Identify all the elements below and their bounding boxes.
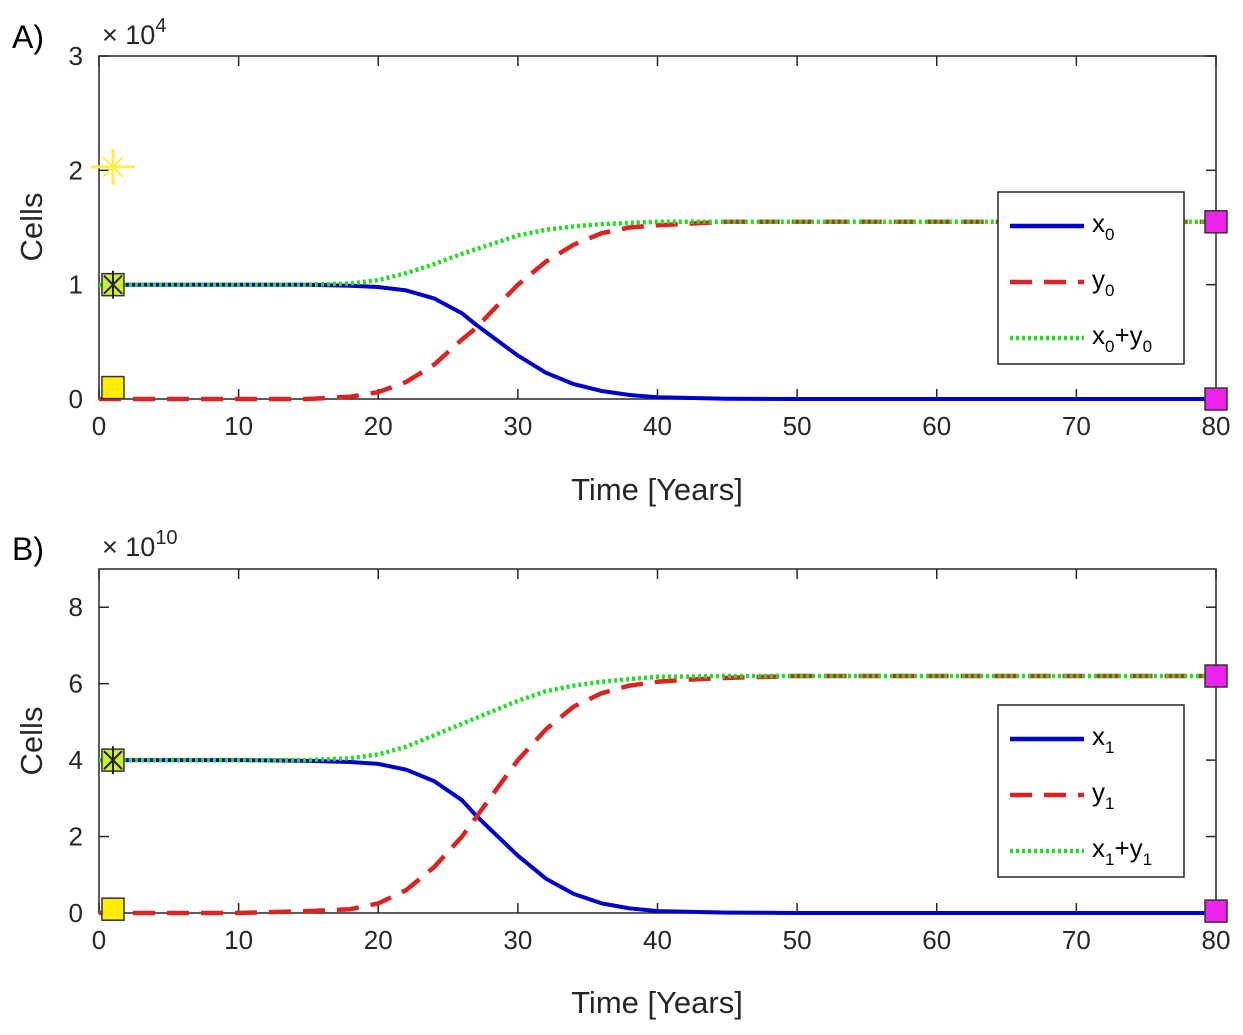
y-tick-label: 4 bbox=[69, 745, 83, 775]
square-marker bbox=[1204, 210, 1228, 234]
y-tick-label: 0 bbox=[69, 898, 83, 928]
y-tick-label: 2 bbox=[69, 822, 83, 852]
y-tick-label: 2 bbox=[69, 155, 83, 185]
x-tick-label: 10 bbox=[224, 411, 253, 441]
x-tick-label: 70 bbox=[1062, 411, 1091, 441]
x-tick-label: 0 bbox=[92, 925, 106, 955]
panel-label: A) bbox=[12, 19, 44, 55]
square-marker bbox=[1204, 387, 1228, 411]
x-tick-label: 20 bbox=[364, 925, 393, 955]
square-marker bbox=[1204, 899, 1228, 923]
panel-b-chart: 0 10 20 30 40 50 60 70 80 0 2 4 6 8 x1 y1 x1+y1 B) × 1010 C… bbox=[12, 527, 1230, 1020]
x-tick-label: 40 bbox=[643, 925, 672, 955]
legend-entry-2: x1+y1 bbox=[1092, 833, 1152, 869]
y-axis-label: Cells bbox=[14, 707, 49, 776]
legend-entry-2: x0+y0 bbox=[1092, 320, 1152, 356]
x-tick-label: 80 bbox=[1202, 411, 1231, 441]
legend-entry-0: x0 bbox=[1092, 208, 1114, 244]
x-tick-label: 60 bbox=[922, 925, 951, 955]
legend-entry-0: x1 bbox=[1092, 721, 1114, 757]
y-tick-label: 8 bbox=[69, 592, 83, 622]
legend-box bbox=[997, 191, 1185, 365]
legend-box bbox=[997, 704, 1185, 878]
y-tick-label: 6 bbox=[69, 669, 83, 699]
x-tick-label: 60 bbox=[922, 411, 951, 441]
x-tick-label: 20 bbox=[364, 411, 393, 441]
square-marker bbox=[1204, 664, 1228, 688]
x-tick-label: 50 bbox=[783, 411, 812, 441]
x-tick-label: 50 bbox=[783, 925, 812, 955]
x-tick-label: 40 bbox=[643, 411, 672, 441]
square-marker bbox=[101, 375, 125, 400]
x-axis-label: Time [Years] bbox=[571, 472, 743, 507]
series-line-0 bbox=[99, 758, 1216, 915]
panel-label: B) bbox=[12, 531, 44, 567]
y-tick-label: 1 bbox=[69, 270, 83, 300]
panel-a-chart: 0 10 20 30 40 50 60 70 80 0 1 2 3 x0 y0 x0+y0 A) × 104 Cel… bbox=[12, 15, 1230, 507]
x-tick-label: 70 bbox=[1062, 925, 1091, 955]
series-line-1 bbox=[99, 219, 1216, 402]
x-tick-label: 10 bbox=[224, 925, 253, 955]
axis-multiplier: × 1010 bbox=[102, 527, 178, 562]
series-line-2 bbox=[99, 219, 1216, 287]
x-tick-label: 30 bbox=[503, 925, 532, 955]
y-tick-label: 3 bbox=[69, 41, 83, 71]
y-tick-label: 0 bbox=[69, 384, 83, 414]
legend-entry-1: y0 bbox=[1092, 264, 1114, 300]
series-line-0 bbox=[99, 282, 1216, 401]
star-marker bbox=[102, 156, 124, 178]
x-tick-label: 80 bbox=[1202, 925, 1231, 955]
axis-multiplier: × 104 bbox=[102, 15, 166, 50]
series-line-2 bbox=[99, 673, 1216, 763]
square-marker bbox=[101, 897, 125, 921]
x-axis-label: Time [Years] bbox=[571, 985, 743, 1020]
series-line-1 bbox=[99, 673, 1216, 916]
y-axis-label: Cells bbox=[14, 193, 49, 262]
legend-entry-1: y1 bbox=[1092, 777, 1114, 813]
x-tick-label: 30 bbox=[503, 411, 532, 441]
x-tick-label: 0 bbox=[92, 411, 106, 441]
